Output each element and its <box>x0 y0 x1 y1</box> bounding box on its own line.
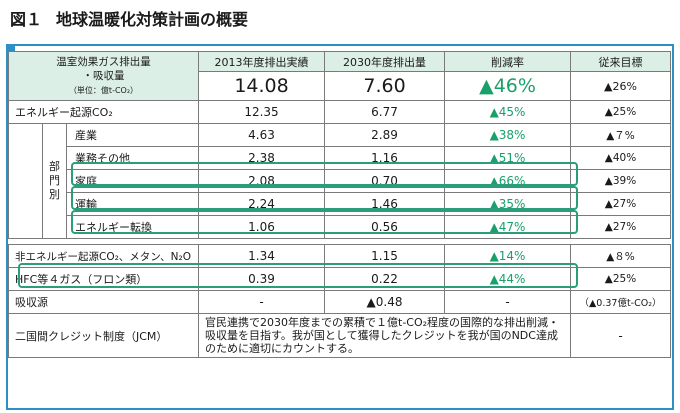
cell-2013: 0.39 <box>198 267 326 291</box>
cell-rate: ▲14% <box>444 244 572 268</box>
sector-label: 部 門 別 <box>42 123 67 239</box>
row-label: 運輸 <box>65 192 200 216</box>
cell-2030: 2.89 <box>324 123 446 147</box>
cell-prev: ▲27% <box>570 215 672 239</box>
cell-2013: 2.38 <box>198 146 326 170</box>
sector-label-char: 別 <box>49 188 60 201</box>
cell-prev: ▲25% <box>570 267 672 291</box>
table-row: 業務その他 2.38 1.16 ▲51% ▲40% <box>9 146 672 170</box>
row-label: HFC等４ガス（フロン類） <box>7 267 200 291</box>
cell-prev: ▲７% <box>570 123 672 147</box>
figure-title: 図１ 地球温暖化対策計画の概要 <box>10 6 248 30</box>
cell-2013: - <box>198 290 326 314</box>
header-label-unit: （単位：億t-CO₂） <box>68 85 139 95</box>
header-2013: 2013年度排出実績 <box>198 51 326 72</box>
cell-rate: - <box>444 290 572 314</box>
cell-prev: ▲25% <box>570 100 672 124</box>
header-label-line2: ・吸収量 <box>82 69 125 82</box>
cell-rate: ▲38% <box>444 123 572 147</box>
figure-number: 図１ <box>10 10 43 29</box>
table-row: 部 門 別 産業 4.63 2.89 ▲38% ▲７% <box>8 123 672 239</box>
jcm-label: 二国間クレジット制度（JCM） <box>7 313 200 358</box>
table-row: 運輸 2.24 1.46 ▲35% ▲27% <box>9 192 672 216</box>
table-row: エネルギー起源CO₂ 12.35 6.77 ▲45% ▲25% <box>7 100 672 124</box>
jcm-description: 官民連携で2030年度までの累積で１億t-CO₂程度の国際的な排出削減・吸収量を… <box>198 313 572 358</box>
cell-2030: 0.70 <box>324 169 446 193</box>
cell-2013: 2.08 <box>198 169 326 193</box>
table-row: エネルギー転換 1.06 0.56 ▲47% ▲27% <box>9 215 672 239</box>
total-row: 14.08 7.60 ▲46% ▲26% <box>9 71 672 101</box>
cell-2013: 1.06 <box>198 215 326 239</box>
header-prev: 従来目標 <box>570 51 672 72</box>
jcm-prev: - <box>570 313 672 358</box>
row-label: エネルギー起源CO₂ <box>7 100 200 124</box>
cell-2030: 1.46 <box>324 192 446 216</box>
cell-rate: ▲35% <box>444 192 572 216</box>
table-row: HFC等４ガス（フロン類） 0.39 0.22 ▲44% ▲25% <box>7 267 672 291</box>
total-prev: ▲26% <box>570 71 672 101</box>
header-rate: 削減率 <box>444 51 572 72</box>
table-row: 吸収源 - ▲0.48 - （▲0.37億t-CO₂） <box>7 290 672 314</box>
row-label: 業務その他 <box>65 146 200 170</box>
jcm-row: 二国間クレジット制度（JCM） 官民連携で2030年度までの累積で１億t-CO₂… <box>7 313 672 358</box>
header-2030: 2030年度排出量 <box>324 51 446 72</box>
table-frame <box>6 44 674 410</box>
header-label-cell: 温室効果ガス排出量 ・吸収量 （単位：億t-CO₂） <box>7 51 200 101</box>
cell-rate: ▲44% <box>444 267 572 291</box>
cell-2013: 1.34 <box>198 244 326 268</box>
total-rate: ▲46% <box>444 71 572 101</box>
cell-prev: （▲0.37億t-CO₂） <box>570 290 672 314</box>
header-label-line1: 温室効果ガス排出量 <box>56 55 151 68</box>
row-label: 吸収源 <box>7 290 200 314</box>
cell-2013: 2.24 <box>198 192 326 216</box>
row-label: 家庭 <box>65 169 200 193</box>
cell-rate: ▲66% <box>444 169 572 193</box>
cell-2030: 0.22 <box>324 267 446 291</box>
table-row: 家庭 2.08 0.70 ▲66% ▲39% <box>9 169 672 193</box>
figure-title-text: 地球温暖化対策計画の概要 <box>56 10 249 29</box>
corner-square-icon <box>8 46 15 53</box>
sector-label-char: 部 <box>49 160 60 173</box>
cell-2030: 0.56 <box>324 215 446 239</box>
cell-prev: ▲40% <box>570 146 672 170</box>
cell-rate: ▲51% <box>444 146 572 170</box>
cell-2030: 1.15 <box>324 244 446 268</box>
emissions-table: 温室効果ガス排出量 ・吸収量 （単位：億t-CO₂） 2013年度排出実績 20… <box>7 51 672 358</box>
table-row: 非エネルギー起源CO₂、メタン、N₂O 1.34 1.15 ▲14% ▲８% <box>7 244 672 268</box>
header-row: 温室効果ガス排出量 ・吸収量 （単位：億t-CO₂） 2013年度排出実績 20… <box>7 51 672 101</box>
cell-2013: 12.35 <box>198 100 326 124</box>
cell-2030: 6.77 <box>324 100 446 124</box>
sector-label-char: 門 <box>49 174 60 187</box>
cell-rate: ▲45% <box>444 100 572 124</box>
indent-cell <box>8 123 43 239</box>
cell-2013: 4.63 <box>198 123 326 147</box>
row-label: 産業 <box>65 123 200 147</box>
total-2030: 7.60 <box>324 71 446 101</box>
total-2013: 14.08 <box>198 71 326 101</box>
row-label: 非エネルギー起源CO₂、メタン、N₂O <box>7 244 200 268</box>
row-label: エネルギー転換 <box>65 215 200 239</box>
cell-prev: ▲39% <box>570 169 672 193</box>
cell-prev: ▲27% <box>570 192 672 216</box>
cell-rate: ▲47% <box>444 215 572 239</box>
cell-2030: ▲0.48 <box>324 290 446 314</box>
cell-prev: ▲８% <box>570 244 672 268</box>
cell-2030: 1.16 <box>324 146 446 170</box>
